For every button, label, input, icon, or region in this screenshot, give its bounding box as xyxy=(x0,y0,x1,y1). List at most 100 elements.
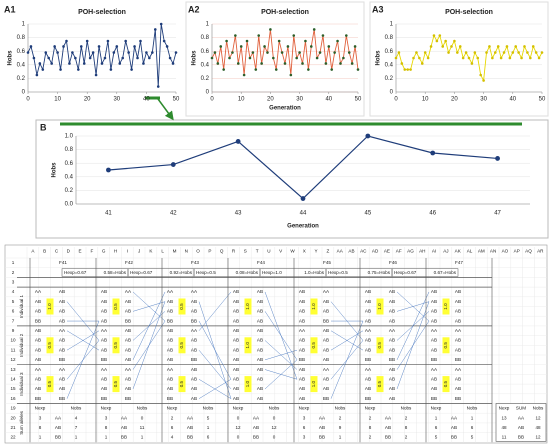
tally-cell: BB xyxy=(121,435,127,440)
data-point xyxy=(41,68,45,71)
genotype: BB xyxy=(323,396,329,401)
tally-label: Sum alleles xyxy=(19,410,24,434)
data-point xyxy=(485,51,488,54)
y-tick-label: 0.2 xyxy=(65,188,74,194)
column-letter: Q xyxy=(220,249,224,254)
heterozygosity-value: 0.5 xyxy=(311,342,316,349)
column-letter: AF xyxy=(396,249,402,254)
genotype: BB xyxy=(167,396,173,401)
genotype: BB xyxy=(323,318,329,323)
genotype: AB xyxy=(59,299,65,304)
data-point xyxy=(219,45,223,48)
genotype: AB xyxy=(365,289,371,294)
data-point xyxy=(213,51,217,54)
genotype: BB xyxy=(389,357,395,362)
data-point xyxy=(222,68,225,71)
tally-header: Nexp xyxy=(101,406,112,411)
genotype: AB xyxy=(455,299,461,304)
tally-cell: AB xyxy=(319,425,325,430)
tally-cell: BB xyxy=(187,435,193,440)
data-point xyxy=(321,34,325,37)
hexp-label: Hexp=0.5 xyxy=(196,270,216,275)
row-number: 19 xyxy=(10,406,16,411)
heterozygosity-box xyxy=(442,376,450,393)
genotype: AB xyxy=(365,347,371,352)
genotype: AB xyxy=(299,347,305,352)
tally-cell: 3 xyxy=(39,415,42,420)
genotype: BB xyxy=(455,396,461,401)
genotype: AB xyxy=(389,309,395,314)
panel-label: B xyxy=(40,122,47,132)
x-tick-label: 40 xyxy=(509,97,516,103)
heterozygosity-box xyxy=(112,376,120,393)
data-point xyxy=(79,45,83,48)
genotype: AB xyxy=(257,386,263,391)
data-point xyxy=(537,56,541,60)
tally-cell: 8 xyxy=(105,425,108,430)
genotype: AA xyxy=(389,328,396,333)
tally-cell: AA xyxy=(385,415,392,420)
block-label: Individual 1 xyxy=(19,294,24,318)
hexp-label: Hexp=1.0 xyxy=(262,270,282,275)
data-point xyxy=(523,45,526,48)
tally-cell: 1 xyxy=(75,435,78,440)
sum-cell: 11 xyxy=(502,435,507,440)
x-tick-label: 50 xyxy=(539,97,546,103)
genotype: BB xyxy=(191,357,197,362)
data-point xyxy=(508,56,512,60)
tally-header: Nexp xyxy=(365,406,376,411)
sum-cell: BB xyxy=(518,435,524,440)
data-point xyxy=(148,56,151,60)
genotype: AB xyxy=(35,347,41,352)
genotype: AB xyxy=(299,338,305,343)
genotype: AB xyxy=(257,328,263,333)
data-point xyxy=(330,68,334,71)
heterozygosity-value: 0.5 xyxy=(113,380,118,387)
tally-cell: AB xyxy=(121,425,127,430)
genotype: AA xyxy=(323,367,330,372)
data-point xyxy=(426,56,430,60)
genotype: AB xyxy=(191,367,197,372)
genotype: BB xyxy=(431,357,437,362)
hexp-label: Hexp=0.67 xyxy=(64,270,87,275)
heterozygosity-value: 0.5 xyxy=(179,303,184,310)
data-point xyxy=(88,56,92,60)
data-point xyxy=(35,73,39,77)
column-letter: AQ xyxy=(525,249,532,254)
data-point xyxy=(136,56,139,60)
data-point xyxy=(456,51,459,54)
y-tick-label: 0.6 xyxy=(385,49,394,55)
data-point xyxy=(418,56,421,60)
genotype: AB xyxy=(389,338,395,343)
data-point xyxy=(482,79,485,82)
genotype: AB xyxy=(323,338,329,343)
genotype: AB xyxy=(101,309,107,314)
column-letter: AL xyxy=(467,249,473,254)
generation-label: F46 xyxy=(389,260,397,265)
data-point xyxy=(47,56,51,60)
data-point xyxy=(257,34,261,37)
tally-header: Nobs xyxy=(203,406,214,411)
tally-cell: 4 xyxy=(75,415,78,420)
data-point xyxy=(236,62,240,65)
genotype: BB xyxy=(431,396,437,401)
data-point xyxy=(531,45,535,48)
data-point xyxy=(263,45,266,48)
row-number: 2 xyxy=(12,270,15,275)
data-point xyxy=(315,56,319,60)
genotype: AB xyxy=(389,367,395,372)
tally-cell: 0 xyxy=(141,415,144,420)
data-point xyxy=(453,39,456,43)
data-point xyxy=(121,56,125,60)
y-tick-label: 0.8 xyxy=(385,35,394,41)
x-tick-label: 50 xyxy=(355,97,362,103)
tally-cell: 6 xyxy=(303,425,306,430)
heterozygosity-value: 1.0 xyxy=(245,380,250,387)
tally-cell: 3 xyxy=(303,415,306,420)
tally-cell: 4 xyxy=(171,435,174,440)
tally-header: Nexp xyxy=(299,406,310,411)
data-point xyxy=(339,62,342,65)
genotype: AB xyxy=(365,299,371,304)
genotype: AB xyxy=(431,376,437,381)
genotype: AA xyxy=(101,367,108,372)
